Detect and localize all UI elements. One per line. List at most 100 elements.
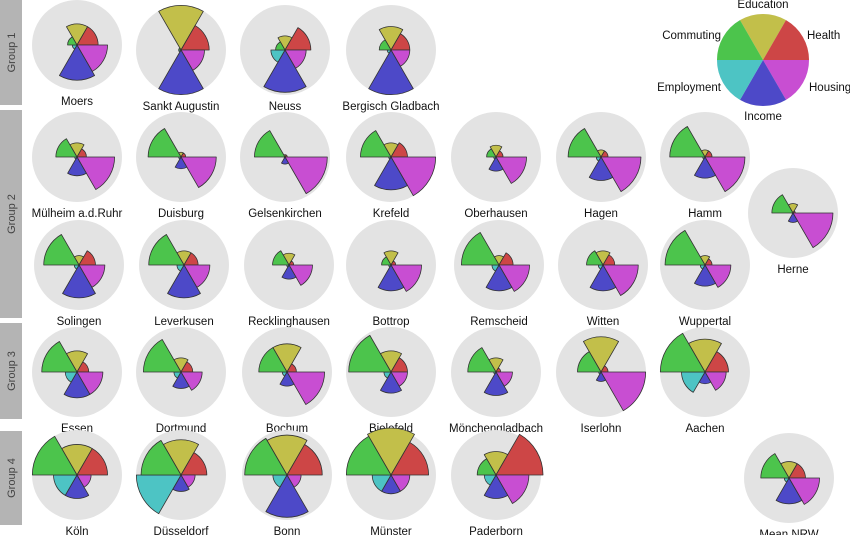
legend-wedge-education bbox=[740, 13, 786, 60]
city-label: Aachen bbox=[685, 423, 724, 435]
wedge-commuting bbox=[567, 128, 602, 158]
wedge-housing bbox=[704, 156, 746, 192]
wedge-commuting bbox=[760, 453, 790, 479]
wedge-housing bbox=[792, 212, 834, 248]
wedge-income bbox=[380, 371, 402, 394]
legend-wedge-commuting bbox=[716, 20, 763, 60]
group-label: Group 3 bbox=[6, 351, 18, 391]
wedge-commuting bbox=[43, 234, 80, 266]
wedge-housing bbox=[704, 264, 732, 288]
city-label: Mönchengladbach bbox=[449, 423, 543, 435]
legend-wedge-employment bbox=[717, 60, 763, 100]
wedge-income bbox=[62, 264, 96, 299]
wedge-housing bbox=[180, 371, 203, 391]
city-aachen: Aachen bbox=[659, 327, 750, 435]
city-mean-nrw: Mean NRW bbox=[744, 433, 834, 535]
wedge-commuting bbox=[143, 339, 182, 373]
wedge-commuting bbox=[254, 130, 286, 158]
wedge-employment bbox=[135, 474, 182, 515]
city-label: Mean NRW bbox=[759, 529, 818, 535]
wedge-commuting bbox=[55, 138, 78, 158]
wedge-health bbox=[180, 25, 210, 51]
city-label: Düsseldorf bbox=[154, 526, 210, 535]
wedge-commuting bbox=[244, 437, 288, 476]
wedge-income bbox=[281, 156, 289, 165]
wedge-income bbox=[588, 156, 614, 181]
wedge-income bbox=[488, 156, 504, 172]
wedge-income bbox=[595, 371, 607, 382]
city-label: Solingen bbox=[57, 316, 102, 328]
city-iserlohn: Iserlohn bbox=[556, 327, 647, 435]
city-neuss: Neuss bbox=[240, 5, 330, 113]
city-label: Bottrop bbox=[372, 316, 409, 328]
legend-label-employment: Employment bbox=[657, 82, 722, 94]
legend: Education Health Housing Income Employment Co… bbox=[657, 0, 850, 123]
wedge-income bbox=[483, 474, 509, 499]
wedge-housing bbox=[602, 264, 639, 296]
wedge-income bbox=[694, 156, 716, 179]
city-label: Remscheid bbox=[470, 316, 528, 328]
wedge-education bbox=[582, 336, 620, 373]
wedge-employment bbox=[270, 49, 286, 63]
wedge-housing bbox=[788, 477, 820, 505]
wedge-education bbox=[158, 5, 204, 51]
city-label: Köln bbox=[65, 526, 88, 535]
city-label: Recklinghausen bbox=[248, 316, 330, 328]
city-moers: Moers bbox=[32, 0, 122, 108]
group-bar-group-3: Group 3 bbox=[0, 323, 22, 419]
wedge-commuting bbox=[258, 347, 288, 373]
wedge-income bbox=[377, 264, 405, 292]
city-label: Hamm bbox=[688, 208, 722, 220]
wedge-income bbox=[281, 264, 297, 280]
wedge-commuting bbox=[476, 458, 497, 476]
wedge-commuting bbox=[41, 341, 78, 373]
legend-wedge-health bbox=[763, 20, 809, 60]
group-bar-group-1: Group 1 bbox=[0, 0, 22, 105]
legend-label-housing: Housing bbox=[809, 82, 850, 94]
city-label: Mülheim a.d.Ruhr bbox=[32, 208, 123, 220]
wedge-education bbox=[489, 144, 503, 158]
wedge-income bbox=[775, 477, 803, 505]
wedge-commuting bbox=[272, 250, 290, 266]
wedge-commuting bbox=[31, 435, 78, 476]
wedge-commuting bbox=[275, 41, 286, 51]
wedge-housing bbox=[600, 156, 642, 192]
wedge-commuting bbox=[586, 250, 604, 266]
city-bottrop: Bottrop bbox=[346, 220, 436, 328]
wedge-income bbox=[279, 371, 295, 387]
city-label: Leverkusen bbox=[154, 316, 213, 328]
city-label: Paderborn bbox=[469, 526, 523, 535]
wedge-housing bbox=[76, 156, 115, 190]
city-remscheid: Remscheid bbox=[454, 220, 544, 328]
wedge-commuting bbox=[659, 332, 706, 373]
wedge-commuting bbox=[467, 347, 497, 373]
wedge-commuting bbox=[67, 36, 78, 46]
city-label: Hagen bbox=[584, 208, 618, 220]
city-koln: Köln bbox=[31, 430, 122, 535]
city-label: Münster bbox=[370, 526, 412, 535]
wedge-commuting bbox=[664, 230, 706, 266]
city-label: Witten bbox=[587, 316, 620, 328]
city-herne: Herne bbox=[748, 168, 838, 276]
wedge-commuting bbox=[147, 128, 182, 158]
city-label: Herne bbox=[777, 264, 808, 276]
group-bar-bg bbox=[0, 0, 22, 105]
city-bochum: Bochum bbox=[242, 327, 332, 435]
wedge-housing bbox=[288, 264, 313, 286]
group-bar-bg bbox=[0, 323, 22, 419]
city-label: Oberhausen bbox=[464, 208, 527, 220]
group-bar-bg bbox=[0, 110, 22, 318]
wedge-income bbox=[174, 156, 188, 170]
wedge-income bbox=[67, 156, 87, 177]
wedge-income bbox=[265, 474, 309, 518]
wedge-housing bbox=[286, 371, 325, 405]
wedge-commuting bbox=[577, 351, 602, 373]
city-label: Bonn bbox=[274, 526, 301, 535]
city-label: Gelsenkirchen bbox=[248, 208, 322, 220]
wedge-income bbox=[787, 212, 799, 223]
city-label: Sankt Augustin bbox=[143, 101, 220, 113]
wedge-income bbox=[485, 264, 513, 292]
wedge-income bbox=[589, 264, 617, 292]
wedge-income bbox=[158, 49, 204, 95]
